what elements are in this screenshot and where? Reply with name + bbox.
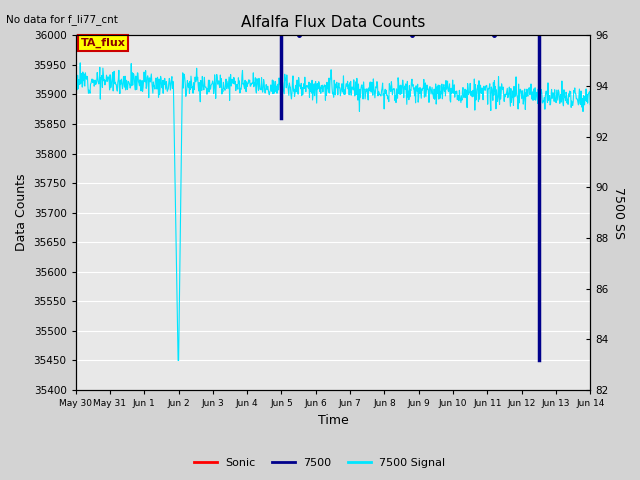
- Text: TA_flux: TA_flux: [81, 38, 125, 48]
- Y-axis label: 7500 SS: 7500 SS: [612, 187, 625, 239]
- Title: Alfalfa Flux Data Counts: Alfalfa Flux Data Counts: [241, 15, 425, 30]
- Y-axis label: Data Counts: Data Counts: [15, 174, 28, 252]
- Legend: Sonic, 7500, 7500 Signal: Sonic, 7500, 7500 Signal: [190, 453, 450, 472]
- Text: No data for f_li77_cnt: No data for f_li77_cnt: [6, 14, 118, 25]
- X-axis label: Time: Time: [317, 414, 348, 427]
